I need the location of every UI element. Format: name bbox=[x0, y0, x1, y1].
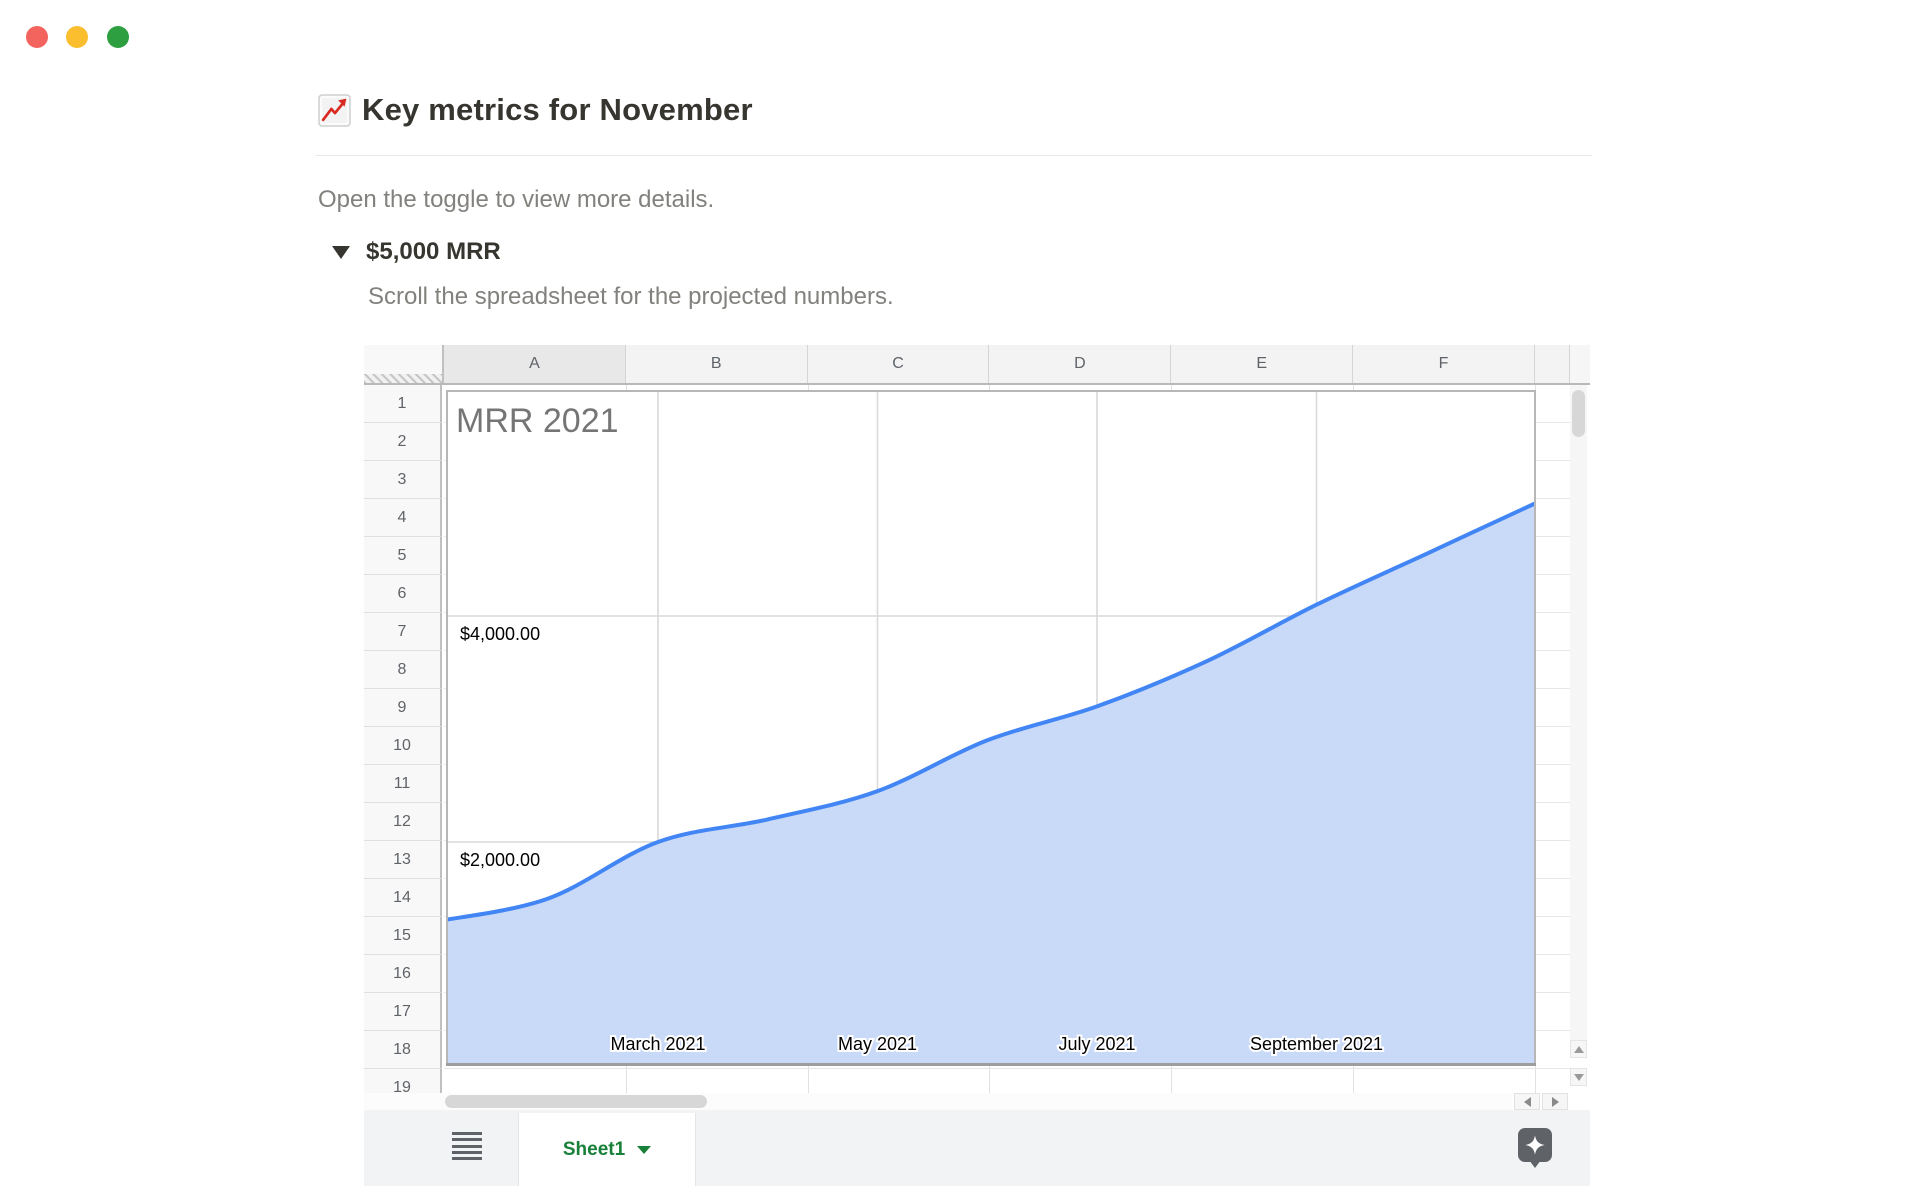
toggle-label[interactable]: $5,000 MRR bbox=[366, 238, 501, 265]
chart-increasing-icon bbox=[318, 93, 351, 127]
column-header-A[interactable]: A bbox=[444, 345, 626, 383]
all-sheets-menu-button[interactable] bbox=[452, 1132, 482, 1160]
row-header-2[interactable]: 2 bbox=[364, 423, 442, 461]
sheet-tab[interactable]: Sheet1 bbox=[518, 1113, 696, 1186]
down-arrow-icon bbox=[1573, 1073, 1584, 1081]
row-header-19[interactable]: 19 bbox=[364, 1069, 442, 1093]
area-fill bbox=[446, 503, 1536, 1066]
row-header-11[interactable]: 11 bbox=[364, 765, 442, 803]
row-header-5[interactable]: 5 bbox=[364, 537, 442, 575]
row-header-13[interactable]: 13 bbox=[364, 841, 442, 879]
y-tick-label: $4,000.00 bbox=[460, 624, 540, 644]
row-header-8[interactable]: 8 bbox=[364, 651, 442, 689]
column-header-C[interactable]: C bbox=[807, 345, 990, 383]
column-header-F[interactable]: F bbox=[1353, 345, 1535, 383]
scroll-right-button[interactable] bbox=[1542, 1093, 1568, 1110]
close-window-button[interactable] bbox=[26, 26, 48, 48]
row-header-10[interactable]: 10 bbox=[364, 727, 442, 765]
row-header-9[interactable]: 9 bbox=[364, 689, 442, 727]
row-header-6[interactable]: 6 bbox=[364, 575, 442, 613]
mrr-chart: $2,000.00 $4,000.00 March 2021 May 2021 July… bbox=[446, 390, 1536, 1066]
left-arrow-icon bbox=[1523, 1096, 1531, 1107]
column-header-partial bbox=[1534, 345, 1570, 383]
scroll-up-button[interactable] bbox=[1570, 1040, 1587, 1058]
x-tick-label: May 2021 bbox=[838, 1034, 917, 1054]
sheet-tab-dropdown-icon[interactable] bbox=[637, 1146, 652, 1154]
explore-button[interactable] bbox=[1518, 1128, 1552, 1168]
column-header-E[interactable]: E bbox=[1171, 345, 1354, 383]
row-header-14[interactable]: 14 bbox=[364, 879, 442, 917]
corner-hatch bbox=[364, 374, 442, 383]
row-header-16[interactable]: 16 bbox=[364, 955, 442, 993]
mrr-area-chart-svg: $2,000.00 $4,000.00 March 2021 May 2021 July… bbox=[446, 390, 1536, 1066]
row-header-12[interactable]: 12 bbox=[364, 803, 442, 841]
vertical-scrollbar[interactable] bbox=[1570, 385, 1587, 1040]
row-header-3[interactable]: 3 bbox=[364, 461, 442, 499]
horizontal-scrollbar-thumb[interactable] bbox=[445, 1095, 707, 1108]
x-tick-label: March 2021 bbox=[610, 1034, 705, 1054]
row-header-18[interactable]: 18 bbox=[364, 1031, 442, 1069]
sheet-tab-label: Sheet1 bbox=[562, 1139, 626, 1160]
x-tick-label: July 2021 bbox=[1058, 1034, 1135, 1054]
row-header-1[interactable]: 1 bbox=[364, 385, 442, 423]
row-header-column: 1 2 3 4 5 6 7 8 9 10 11 12 13 14 15 16 17 18 19 bbox=[364, 385, 444, 1093]
title-divider bbox=[316, 155, 1592, 156]
row-header-7[interactable]: 7 bbox=[364, 613, 442, 651]
right-arrow-icon bbox=[1551, 1096, 1559, 1107]
chart-title: MRR 2021 bbox=[456, 402, 619, 440]
zoom-window-button[interactable] bbox=[107, 26, 129, 48]
toggle-body-text: Scroll the spreadsheet for the projected… bbox=[368, 283, 894, 310]
sheets-bottom-bar: Sheet1 bbox=[364, 1110, 1590, 1186]
column-header-B[interactable]: B bbox=[625, 345, 808, 383]
vertical-scrollbar-thumb[interactable] bbox=[1572, 390, 1585, 437]
x-tick-label: September 2021 bbox=[1250, 1034, 1383, 1054]
sparkle-star-icon bbox=[1525, 1135, 1545, 1155]
horizontal-scrollbar[interactable] bbox=[364, 1093, 1512, 1110]
column-header-D[interactable]: D bbox=[989, 345, 1172, 383]
up-arrow-icon bbox=[1573, 1045, 1584, 1053]
y-tick-label: $2,000.00 bbox=[460, 850, 540, 870]
row-header-4[interactable]: 4 bbox=[364, 499, 442, 537]
toggle-open-icon[interactable] bbox=[332, 245, 350, 259]
explore-button-tail bbox=[1529, 1160, 1541, 1168]
scroll-down-button[interactable] bbox=[1570, 1068, 1587, 1086]
row-header-17[interactable]: 17 bbox=[364, 993, 442, 1031]
intro-text: Open the toggle to view more details. bbox=[318, 186, 715, 213]
page-header: Key metrics for November bbox=[318, 92, 753, 128]
row-header-15[interactable]: 15 bbox=[364, 917, 442, 955]
minimize-window-button[interactable] bbox=[66, 26, 88, 48]
cell-gridline-horizontal bbox=[444, 1068, 1570, 1069]
series-line bbox=[446, 501, 1536, 922]
mrr-toggle: $5,000 MRR bbox=[318, 238, 501, 266]
scroll-left-button[interactable] bbox=[1514, 1093, 1540, 1110]
select-all-corner[interactable] bbox=[364, 345, 444, 383]
page-title: Key metrics for November bbox=[362, 92, 753, 127]
